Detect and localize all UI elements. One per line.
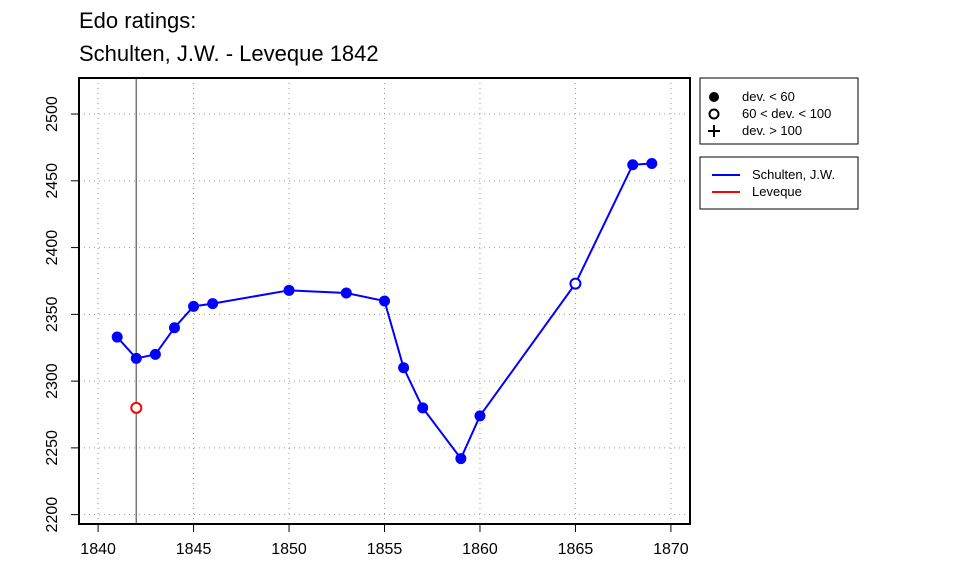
y-tick-label: 2400 xyxy=(44,230,61,266)
series-line xyxy=(116,162,652,461)
data-point xyxy=(168,322,180,334)
data-point xyxy=(417,402,429,414)
legend-label-leveque: Leveque xyxy=(752,184,802,199)
data-point xyxy=(340,287,352,299)
data-point xyxy=(130,352,142,364)
data-point xyxy=(283,284,295,296)
data-point xyxy=(188,300,200,312)
grid xyxy=(79,78,690,524)
open-circle-icon xyxy=(708,108,720,120)
data-marks xyxy=(111,78,658,524)
y-tick-label: 2200 xyxy=(44,497,61,533)
series-legend: Schulten, J.W. Leveque xyxy=(699,156,859,210)
data-point xyxy=(474,410,486,422)
data-point xyxy=(398,362,410,374)
data-point xyxy=(111,331,123,343)
axes: 1840 1845 1850 1855 1860 1865 1870 2200 2250 2300… xyxy=(44,96,689,558)
legend-label-schulten: Schulten, J.W. xyxy=(752,167,835,182)
x-tick-label: 1840 xyxy=(80,541,116,558)
chart-title-line2: Schulten, J.W. - Leveque 1842 xyxy=(79,41,379,66)
data-point xyxy=(627,159,639,171)
chart-title-line1: Edo ratings: xyxy=(79,8,196,33)
legend-dev-60-100: 60 < dev. < 100 xyxy=(742,106,831,121)
plus-icon xyxy=(708,125,720,137)
data-point-open xyxy=(130,401,143,414)
data-point xyxy=(379,295,390,307)
legend-dev-lt-60: dev. < 60 xyxy=(742,89,795,104)
x-tick-label: 1845 xyxy=(176,541,212,558)
y-tick-label: 2350 xyxy=(44,296,61,332)
filled-circle-icon xyxy=(709,92,719,102)
x-tick-label: 1870 xyxy=(653,541,689,558)
y-tick-label: 2450 xyxy=(44,163,61,199)
data-point xyxy=(646,157,658,169)
y-tick-label: 2300 xyxy=(44,363,61,399)
legend-dev-gt-100: dev. > 100 xyxy=(742,123,802,138)
x-tick-label: 1865 xyxy=(558,541,594,558)
data-point-open xyxy=(569,277,582,290)
marker-legend: dev. < 60 60 < dev. < 100 dev. > 100 xyxy=(699,77,859,145)
y-tick-label: 2500 xyxy=(44,96,61,132)
x-tick-label: 1850 xyxy=(271,541,307,558)
plot-frame xyxy=(78,77,691,525)
y-tick-label: 2250 xyxy=(44,430,61,466)
x-tick-label: 1855 xyxy=(367,541,403,558)
x-tick-label: 1860 xyxy=(462,541,498,558)
data-point xyxy=(455,453,467,465)
data-point xyxy=(149,348,161,360)
data-point xyxy=(207,298,219,310)
